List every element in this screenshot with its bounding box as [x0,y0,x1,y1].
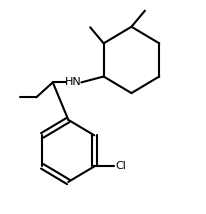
Text: HN: HN [65,77,81,87]
Text: Cl: Cl [115,161,125,171]
